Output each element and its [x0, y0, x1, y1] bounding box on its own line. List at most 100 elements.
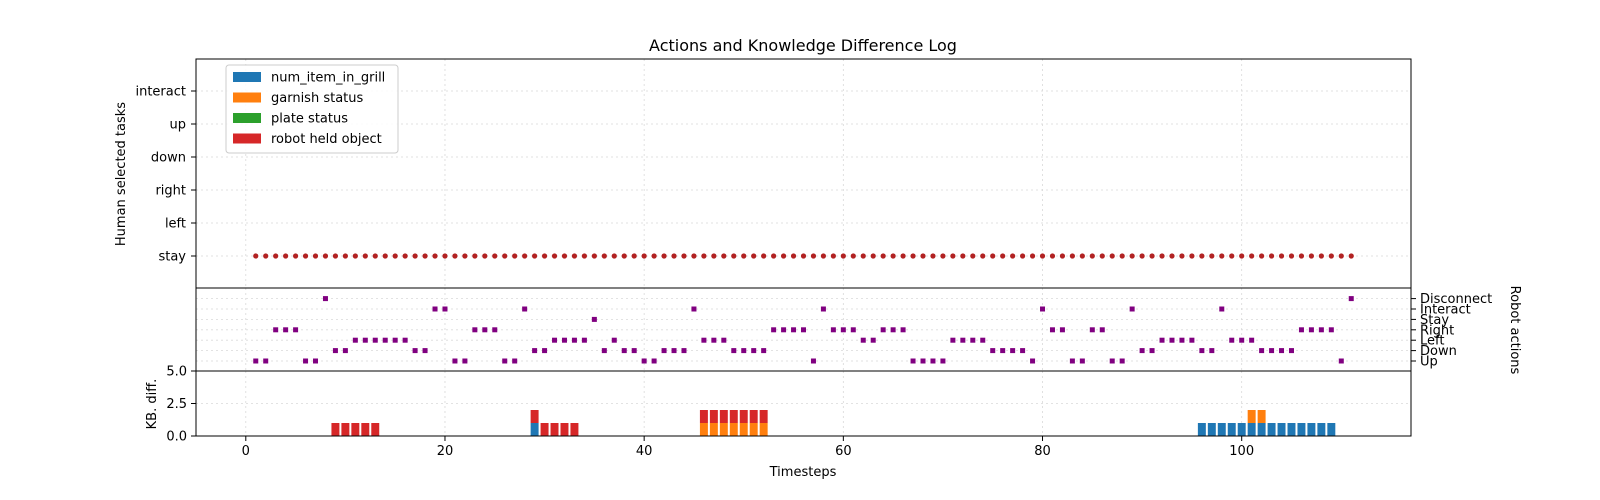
human-task-point — [840, 253, 846, 259]
human-task-point — [352, 253, 358, 259]
robot-action-point — [561, 337, 567, 343]
legend-swatch — [233, 72, 261, 82]
robot-action-point — [890, 327, 896, 333]
kb-diff-bar — [759, 423, 768, 436]
robot-action-point — [1259, 348, 1265, 354]
robot-action-point — [681, 348, 687, 354]
kb-diff-bar — [739, 410, 748, 423]
robot-action-point — [342, 348, 348, 354]
human-task-point — [850, 253, 856, 259]
robot-action-point — [611, 337, 617, 343]
human-task-point — [302, 253, 309, 259]
robot-action-point — [850, 327, 856, 333]
human-task-point — [362, 253, 368, 259]
human-task-point — [910, 253, 916, 259]
axes-layer: stay left right down up interact UpDownLeftRig… — [135, 58, 1492, 459]
robot-action-point — [860, 337, 866, 343]
human-task-point — [1308, 253, 1315, 259]
human-ytick-label: right — [155, 184, 186, 199]
human-task-point — [342, 253, 348, 259]
human-task-point — [382, 253, 388, 259]
robot-action-point — [522, 306, 528, 312]
robot-action-point — [322, 296, 328, 302]
robot-ytick-label: Interact — [1420, 303, 1471, 318]
human-task-point — [442, 253, 448, 259]
robot-action-point — [840, 327, 846, 333]
robot-action-point — [900, 327, 906, 333]
kb-diff-bar — [1207, 423, 1216, 436]
human-task-point — [681, 253, 687, 259]
robot-action-point — [1229, 337, 1235, 343]
kb-diff-bar — [709, 410, 718, 423]
robot-panel-ylabel: Robot actions — [1507, 286, 1522, 375]
kb-diff-bar — [1257, 410, 1266, 423]
legend-swatch — [233, 133, 261, 144]
human-task-point — [392, 253, 398, 259]
kb-panel-frame — [195, 370, 1412, 437]
kb-diff-bar — [550, 423, 559, 436]
robot-action-point — [641, 358, 647, 364]
kb-diff-bar — [1287, 423, 1296, 436]
robot-action-point — [591, 316, 597, 322]
human-task-point — [890, 253, 896, 259]
robot-action-point — [283, 327, 289, 333]
robot-action-point — [382, 337, 388, 343]
robot-action-point — [761, 348, 767, 354]
robot-action-point — [1179, 337, 1185, 343]
robot-action-point — [1109, 358, 1115, 364]
kb-diff-bar — [361, 423, 370, 436]
human-task-point — [1239, 253, 1245, 259]
robot-action-point — [1239, 337, 1245, 343]
robot-action-point — [721, 337, 727, 343]
robot-action-point — [352, 337, 358, 343]
human-task-point — [830, 253, 836, 259]
robot-action-point — [303, 358, 309, 364]
kb-diff-bar — [371, 423, 380, 436]
kb-ytick-label: 0.0 — [166, 430, 187, 445]
human-task-point — [432, 253, 438, 259]
legend-box — [225, 64, 399, 154]
robot-action-point — [1059, 327, 1065, 333]
robot-action-point — [910, 358, 916, 364]
robot-action-point — [1079, 358, 1085, 364]
x-tick-label: 40 — [636, 444, 653, 459]
human-task-point — [283, 253, 289, 259]
human-task-point — [1169, 253, 1175, 259]
robot-action-point — [671, 348, 677, 354]
human-task-point — [980, 253, 986, 259]
robot-action-point — [1169, 337, 1175, 343]
kb-diff-bar — [1247, 410, 1256, 423]
x-tick-label: 0 — [242, 444, 250, 459]
human-task-point — [601, 253, 607, 259]
human-task-point — [312, 253, 319, 259]
robot-action-point — [1288, 348, 1294, 354]
robot-action-point — [512, 358, 518, 364]
human-task-point — [322, 253, 329, 259]
robot-action-point — [462, 358, 468, 364]
human-task-point — [940, 253, 946, 259]
human-task-point — [332, 253, 339, 259]
robot-action-point — [1020, 348, 1026, 354]
robot-action-point — [1139, 348, 1145, 354]
robot-action-point — [1308, 327, 1314, 333]
human-task-point — [691, 253, 697, 259]
kb-diff-bar — [1197, 423, 1206, 436]
robot-action-point — [313, 358, 319, 364]
robot-action-point — [532, 348, 538, 354]
robot-action-point — [1318, 327, 1324, 333]
human-ytick-label: down — [151, 151, 186, 166]
human-task-point — [512, 253, 518, 259]
kb-diff-bar — [699, 423, 708, 436]
kb-diff-bar — [729, 423, 738, 436]
legend-label: num_item_in_grill — [271, 71, 385, 86]
human-task-point — [970, 253, 976, 259]
kb-diff-bar — [1307, 423, 1316, 436]
human-task-point — [581, 253, 588, 259]
robot-action-point — [253, 358, 259, 364]
human-task-point — [1328, 253, 1334, 259]
human-task-point — [402, 253, 408, 259]
human-task-point — [1039, 253, 1046, 259]
human-task-point — [780, 253, 787, 259]
robot-action-point — [741, 348, 747, 354]
